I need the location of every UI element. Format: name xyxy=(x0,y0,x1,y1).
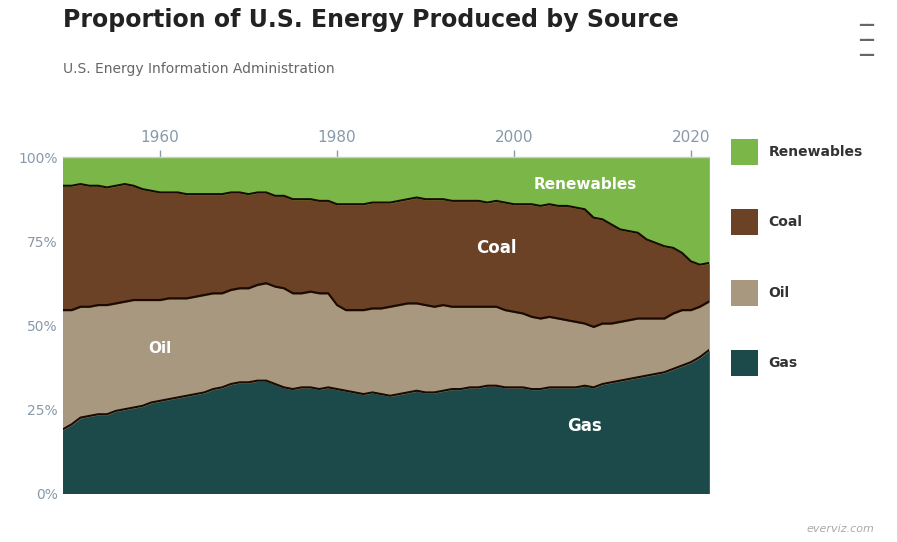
Text: Proportion of U.S. Energy Produced by Source: Proportion of U.S. Energy Produced by So… xyxy=(63,8,678,32)
Text: Gas: Gas xyxy=(769,356,797,370)
Text: ━━: ━━ xyxy=(859,19,875,32)
Text: Renewables: Renewables xyxy=(769,145,863,159)
Text: Gas: Gas xyxy=(568,417,602,435)
Text: Oil: Oil xyxy=(149,341,171,356)
Text: ━━: ━━ xyxy=(859,49,875,62)
Text: Oil: Oil xyxy=(769,286,790,300)
Text: Renewables: Renewables xyxy=(533,177,636,191)
Text: Coal: Coal xyxy=(769,215,803,229)
Text: Coal: Coal xyxy=(476,239,517,257)
Text: everviz.com: everviz.com xyxy=(806,524,875,534)
Text: U.S. Energy Information Administration: U.S. Energy Information Administration xyxy=(63,62,335,76)
Text: ━━: ━━ xyxy=(859,34,875,47)
